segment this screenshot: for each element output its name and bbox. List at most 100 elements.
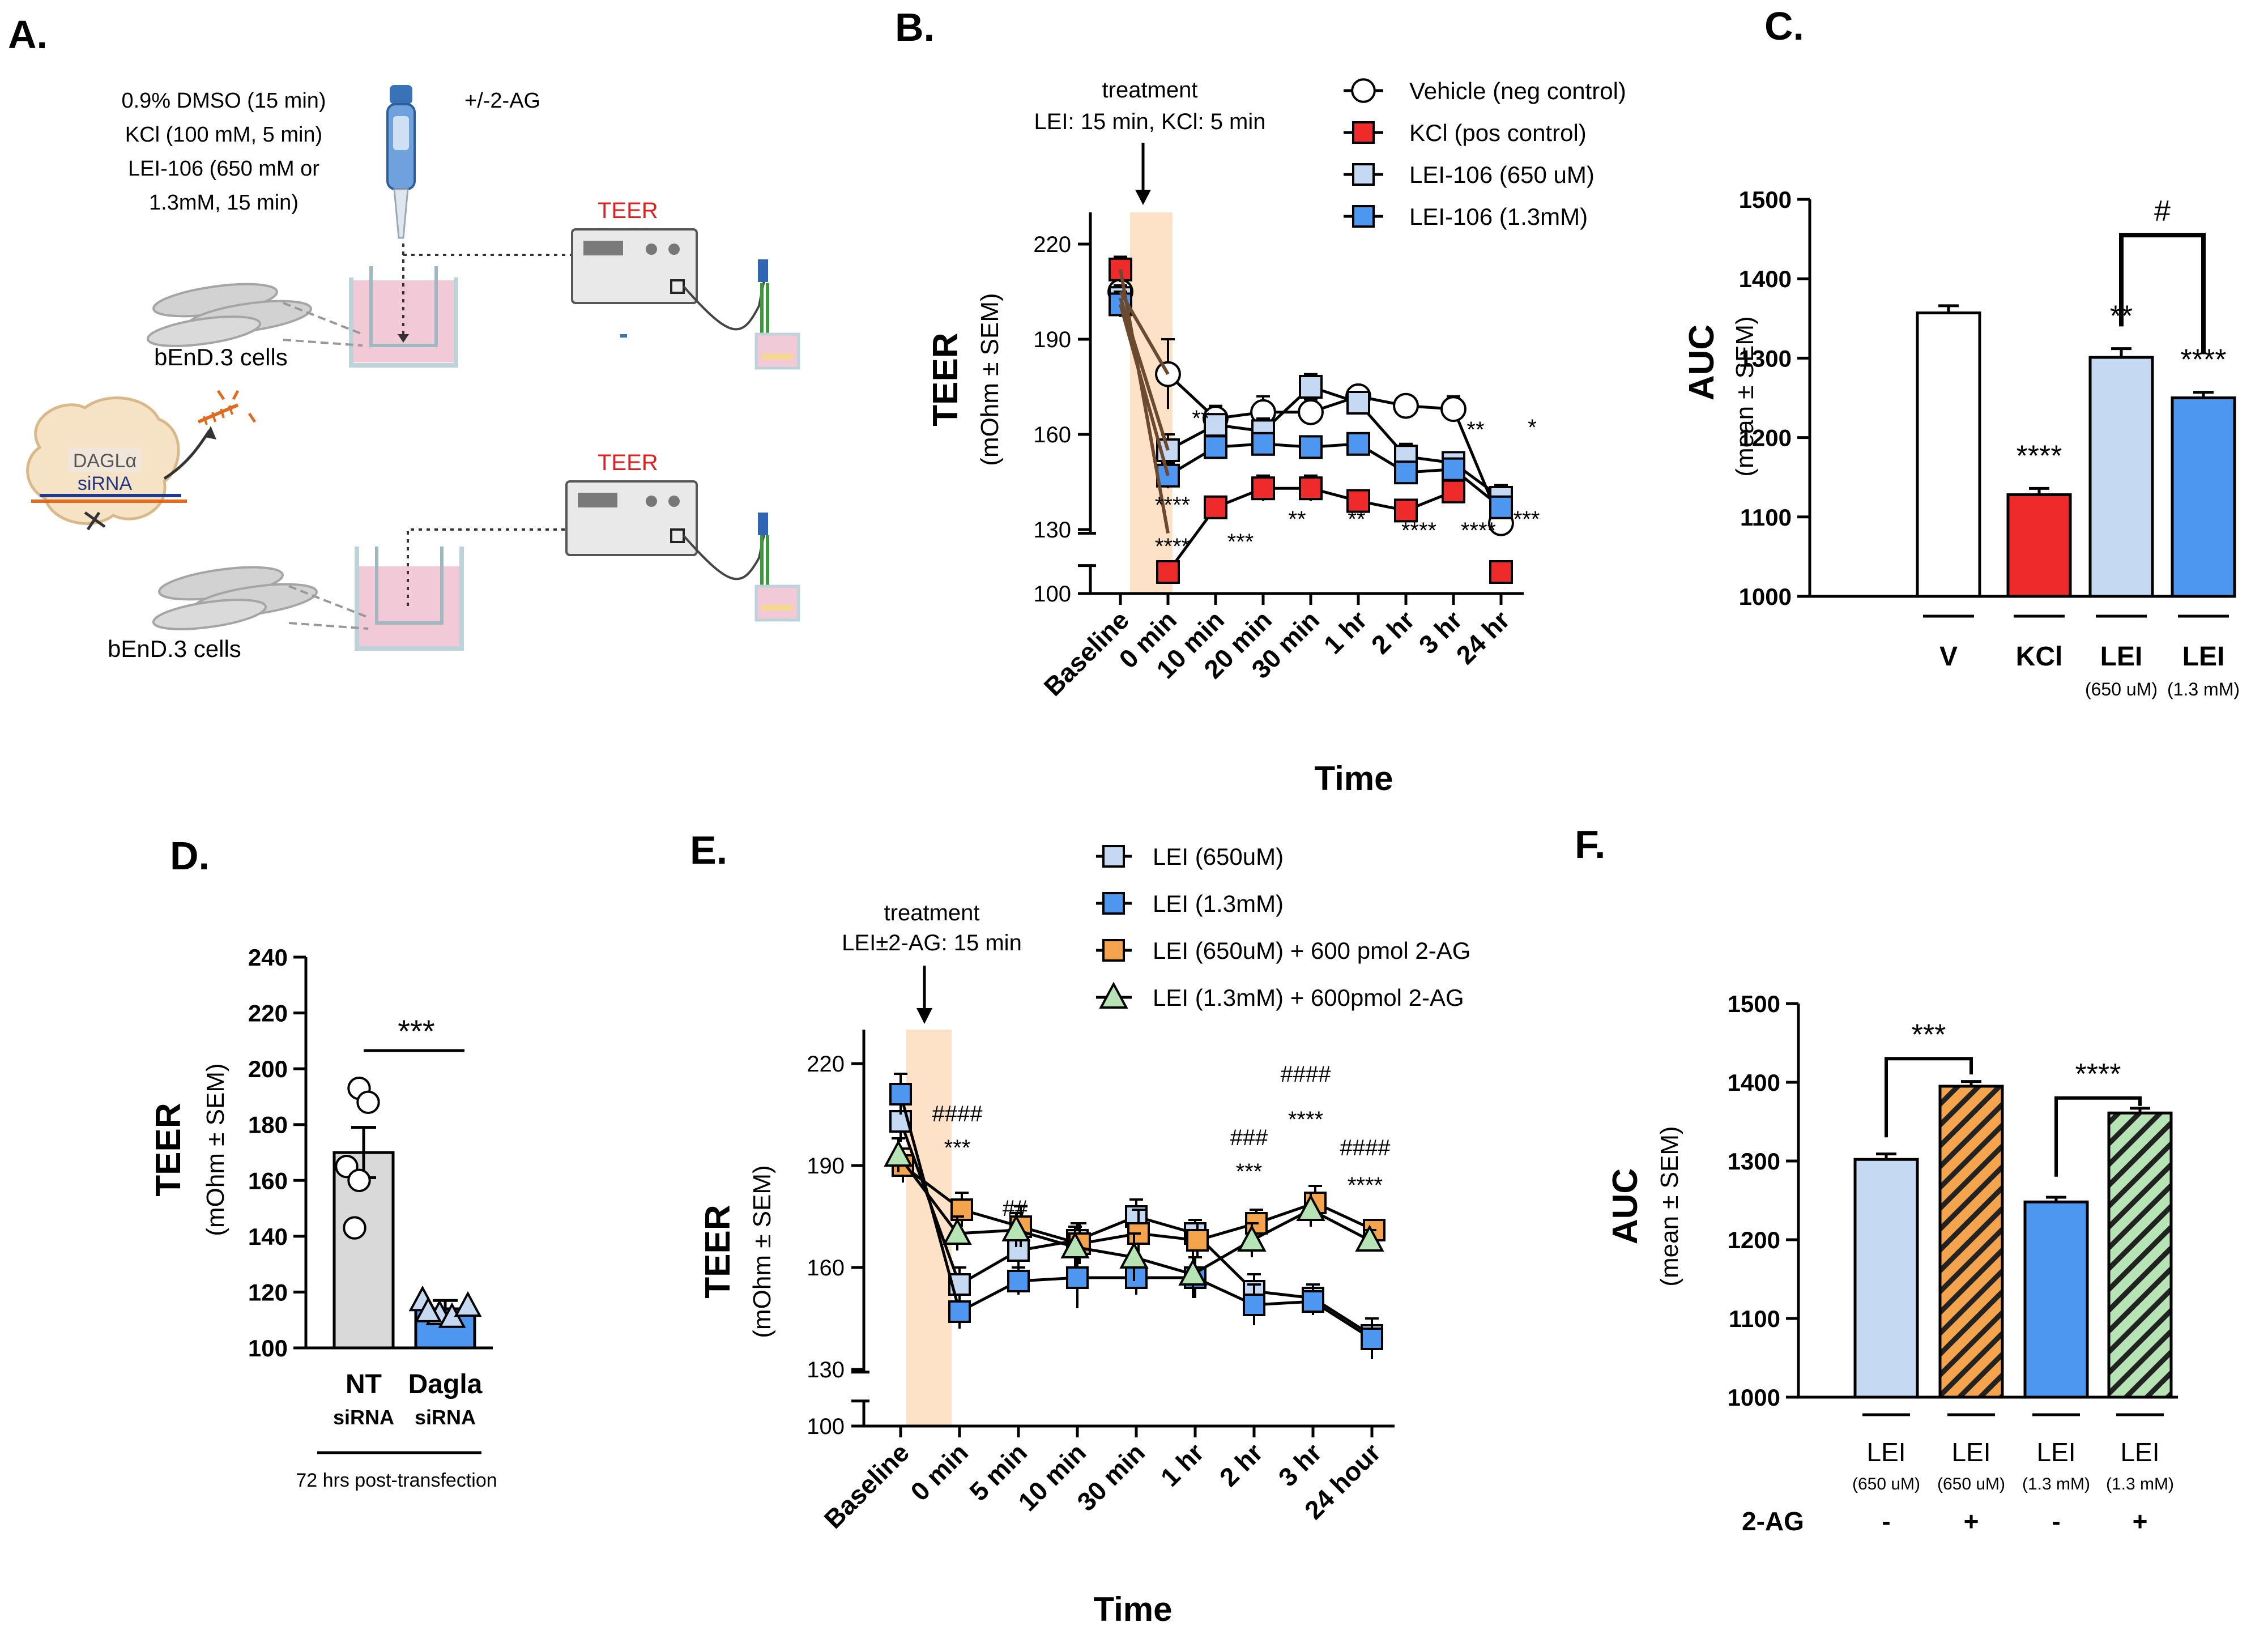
c-ylabel: AUC [1682,325,1721,400]
teer-meter-top-icon [571,228,800,370]
d-xtick-label: Dagla [408,1369,483,1399]
c-xtick-sublabel: (650 uM) [2085,679,2158,699]
e-point-lei-13-2ag [1237,1224,1267,1252]
e-point-lei-13 [1302,1290,1324,1313]
b-treatment-line [1119,304,1170,476]
e-point-lei-13-2ag [1355,1224,1384,1252]
b-legend-marker-kcl [1352,121,1375,144]
e-point-lei-13-2ag [1001,1214,1031,1241]
f-xtick-sublabel: (1.3 mM) [2106,1475,2174,1493]
e-legend-label-lei-13: LEI (1.3mM) [1153,890,1284,917]
f-ytick-label: 1500 [1728,991,1780,1017]
b-sig-label: *** [1227,530,1254,554]
b-ytick-label: 100 [1033,582,1071,607]
e-sig-label: #### [932,1102,983,1126]
b-point-lei-13 [1394,460,1418,485]
d-xtick-sublabel: siRNA [333,1406,394,1429]
c-ytick-label: 1400 [1739,266,1792,292]
b-xtick-label: 2 hr [1366,605,1420,659]
e-point-lei-13-2ag [884,1139,913,1167]
e-legend-label-lei-650: LEI (650uM) [1153,843,1284,870]
c-bar [2006,493,2072,598]
b-point-lei-650 [1299,375,1323,399]
d-xtick-label: NT [346,1369,382,1399]
c-ytick-label: 1200 [1739,425,1792,451]
b-sig-label: **** [1461,518,1496,543]
c-xtick-label: LEI [2100,642,2143,672]
b-legend-marker-vehicle [1351,78,1376,103]
e-arrow-head-icon [916,1008,932,1024]
dagla-label: DAGLα [73,450,137,472]
f-bracket-2 [2054,1096,2142,1177]
d-ytick-label: 180 [248,1112,288,1138]
c-ytick-label: 1100 [1740,504,1792,531]
e-sig-label: ### [1230,1125,1268,1150]
b-point-lei-13 [1299,435,1323,459]
b-sig-label: ** [1192,406,1209,431]
c-ylabel-sub: (mean ± SEM) [1731,316,1759,476]
e-treatment-band [906,1030,952,1426]
b-sig-label: **** [1401,518,1436,543]
b-point-kcl [1251,476,1275,501]
b-point-lei-13 [1489,495,1513,519]
c-ytick-label: 1300 [1739,345,1792,372]
f-ytick-label: 1000 [1728,1384,1780,1411]
d-point-nt [343,1216,366,1240]
panel-label-d: D. [170,834,210,878]
f-sig-label: *** [1912,1018,1946,1051]
b-point-vehicle [1440,396,1466,422]
e-sig-label: ## [1003,1196,1028,1221]
e-legend-label-lei-13-2ag: LEI (1.3mM) + 600pmol 2-AG [1153,984,1464,1011]
f-row-label: 2-AG [1742,1506,1804,1536]
c-bar [2171,396,2236,598]
b-treatment-line [1119,269,1170,534]
b-ytick-label: 190 [1033,327,1071,352]
e-point-lei-650 [1007,1239,1030,1262]
treatment-line-2: KCl (100 mM, 5 min) [125,123,322,147]
treatment-line-3: LEI-106 (650 mM or [128,157,319,181]
f-bar [2023,1200,2089,1399]
d-point-nt [356,1090,380,1114]
arrow-head-icon [398,334,409,343]
d-ytick-label: 160 [248,1167,288,1194]
e-point-lei-13-2ag [1060,1231,1090,1258]
cells-bottom-label: bEnD.3 cells [108,635,241,662]
e-treatment-title: treatment [884,900,980,925]
b-treatment-text: LEI: 15 min, KCl: 5 min [1034,109,1265,134]
b-treatment-title: treatment [1102,78,1198,103]
c-xtick-label: LEI [2182,642,2225,672]
pipette-icon [386,85,416,239]
f-ytick-label: 1300 [1728,1148,1780,1175]
f-xtick-label: LEI [1866,1437,1905,1467]
b-treatment-band [1130,212,1173,594]
c-ytick-label: 1000 [1739,583,1792,610]
b-legend-label-kcl: KCl (pos control) [1409,119,1587,146]
e-point-lei-13-2ag [943,1218,972,1245]
teer-meter-bottom-icon [565,480,800,622]
cells-top-icon [146,283,363,347]
d-sig-label: *** [398,1013,434,1049]
e-ytick-label: 220 [807,1052,845,1077]
b-point-kcl [1489,560,1513,584]
b-xtick-label: 1 hr [1318,605,1372,659]
e-point-lei-13 [948,1300,971,1323]
b-ytick-label: 130 [1033,518,1071,543]
e-point-lei-13 [889,1083,912,1106]
b-point-vehicle [1298,399,1324,425]
e-series-lei-13 [889,1073,1383,1359]
d-footnote: 72 hrs post-transfection [296,1470,497,1491]
f-xtick-label: LEI [2120,1437,2159,1467]
e-sig-label: #### [1340,1136,1391,1160]
b-point-lei-650 [1204,413,1227,437]
b-point-kcl [1346,489,1370,513]
b-point-lei-13 [1204,435,1227,459]
b-point-vehicle [1393,392,1419,419]
cells-top-label: bEnD.3 cells [154,344,288,370]
b-point-lei-13 [1251,432,1275,456]
d-ytick-label: 100 [248,1335,288,1361]
f-ytick-label: 1100 [1729,1305,1780,1332]
panel-c-auc-bar-chart: 1000 1100 1200 1300 1400 1500 V KCl **** LEI (650 … [1682,186,2240,699]
sirna-fragments-icon [197,390,257,425]
e-xtick-label: Baseline [818,1437,915,1534]
b-point-kcl [1442,479,1465,503]
